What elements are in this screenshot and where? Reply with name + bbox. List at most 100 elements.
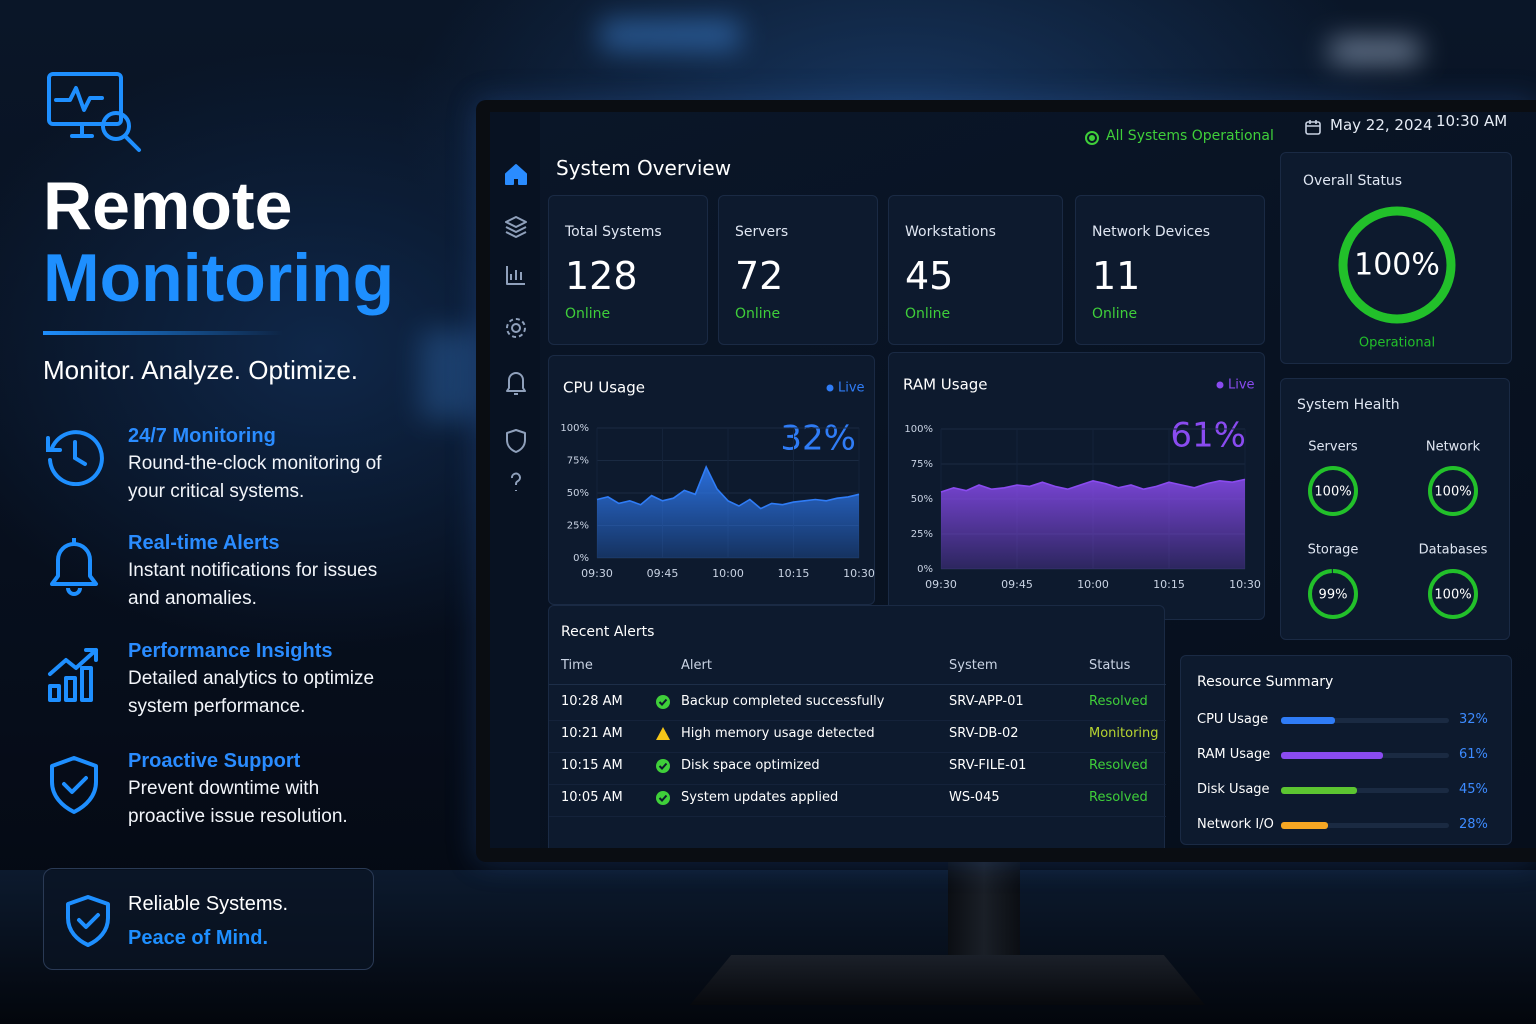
ring-arc	[1338, 206, 1456, 324]
resource-name: Network I/O	[1197, 817, 1274, 832]
resource-value: 28%	[1459, 817, 1488, 832]
ring-arc	[1308, 569, 1358, 619]
stat-value: 11	[1092, 254, 1141, 298]
x-tick-label: 09:45	[647, 567, 679, 580]
calendar-icon	[1305, 120, 1321, 135]
x-tick-label: 09:45	[1001, 578, 1033, 591]
health-name: Storage	[1308, 543, 1359, 558]
sidebar	[490, 112, 540, 848]
alert-time: 10:15 AM	[561, 758, 623, 773]
monitor-search-icon	[47, 72, 141, 152]
overall-label: Overall Status	[1303, 173, 1403, 189]
line	[940, 478, 1246, 493]
column-header: Alert	[681, 658, 712, 673]
health-value: 100%	[1314, 485, 1351, 500]
x-tick-label: 10:15	[778, 567, 810, 580]
x-tick-label: 10:30	[1229, 578, 1261, 591]
resource-card: Resource Summary CPU Usage 32% RAM Usage 61%…	[1180, 655, 1512, 845]
stat-status: Online	[565, 306, 611, 322]
system-status: All Systems Operational	[1106, 128, 1274, 144]
ring-arc	[1308, 466, 1358, 516]
row-rule	[549, 816, 1166, 817]
monitor-neck	[948, 855, 1020, 967]
y-tick-label: 0%	[917, 564, 933, 575]
alert-text: Backup completed successfully	[681, 694, 885, 709]
y-tick-label: 100%	[904, 424, 933, 435]
alert-icon	[656, 791, 670, 805]
health-value: 100%	[1434, 588, 1471, 603]
y-tick-label: 25%	[911, 529, 933, 540]
alert-text: Disk space optimized	[681, 758, 820, 773]
x-tick-label: 10:00	[1077, 578, 1109, 591]
alert-icon	[656, 727, 670, 740]
alert-status: Resolved	[1089, 694, 1148, 709]
header-rule	[549, 684, 1166, 685]
card-graphics: 100% Operational	[1338, 206, 1456, 351]
stat-card: Workstations 45 Online	[888, 195, 1063, 345]
stat-value: 128	[565, 254, 638, 298]
resource-bar	[1281, 822, 1329, 829]
bar-track	[1281, 788, 1449, 793]
x-tick-label: 10:00	[712, 567, 744, 580]
live-label: Live	[838, 381, 865, 396]
resource-value: 61%	[1459, 747, 1488, 762]
background-light	[600, 20, 740, 50]
stat-value: 72	[735, 254, 784, 298]
resource-value: 32%	[1459, 712, 1488, 727]
live-label: Live	[1228, 378, 1255, 393]
time: 10:30 AM	[1436, 112, 1508, 130]
stat-card: Total Systems 128 Online	[548, 195, 708, 345]
background-light	[1330, 40, 1420, 62]
chart-title: RAM Usage	[903, 376, 988, 394]
area	[941, 479, 1245, 569]
current-value: 32%	[780, 419, 856, 459]
stat-status: Online	[905, 306, 951, 322]
warning-icon	[656, 727, 670, 740]
alert-system: SRV-DB-02	[949, 726, 1019, 741]
column-header: Status	[1089, 658, 1131, 673]
health-title: System Health	[1297, 397, 1400, 413]
stat-label: Workstations	[905, 224, 996, 240]
current-value: 61%	[1170, 416, 1246, 456]
x-tick-label: 10:15	[1153, 578, 1185, 591]
bar-track	[1281, 823, 1449, 828]
health-name: Network	[1426, 440, 1481, 455]
divider	[43, 331, 283, 335]
resource-bar	[1281, 752, 1384, 759]
alert-system: WS-045	[949, 790, 1000, 805]
tagline: Monitor. Analyze. Optimize.	[43, 355, 359, 385]
alert-system: SRV-FILE-01	[949, 758, 1027, 773]
alert-status: Monitoring	[1089, 726, 1159, 741]
bar-track	[1281, 718, 1449, 723]
y-tick-label: 50%	[911, 494, 933, 505]
overall-card: 100% Operational Overall Status	[1280, 152, 1512, 364]
chart-card: RAM Usage Live 61% 0% 25% 50% 75% 100% 09:30 09:4…	[888, 352, 1265, 620]
y-tick-label: 25%	[567, 521, 589, 532]
dashboard-title: System Overview	[556, 156, 732, 180]
chart-icon	[48, 648, 98, 702]
sidebar-icons[interactable]	[504, 162, 528, 502]
feature-text: Prevent downtime with proactive issue re…	[128, 778, 348, 827]
column-header: System	[949, 658, 998, 673]
stat-label: Network Devices	[1092, 224, 1211, 240]
footer-line-accent: Peace of Mind.	[128, 927, 269, 949]
ring-arc	[1428, 466, 1478, 516]
resource-value: 45%	[1459, 782, 1488, 797]
health-value: 100%	[1434, 485, 1471, 500]
footer-box: Reliable Systems. Peace of Mind.	[43, 868, 374, 970]
overall-status: Operational	[1359, 336, 1435, 351]
y-tick-label: 100%	[560, 423, 589, 434]
row-rule	[549, 784, 1166, 785]
status-icon	[1085, 131, 1099, 145]
ok-check	[658, 762, 668, 770]
date: May 22, 2024	[1330, 116, 1433, 134]
stat-value: 45	[905, 254, 954, 298]
line	[596, 465, 860, 510]
feature-title: 24/7 Monitoring	[128, 425, 276, 447]
stat-card: Network Devices 11 Online	[1075, 195, 1265, 345]
feature-title: Performance Insights	[128, 640, 333, 662]
alert-status: Resolved	[1089, 758, 1148, 773]
x-tick-label: 09:30	[925, 578, 957, 591]
row-rule	[549, 752, 1166, 753]
